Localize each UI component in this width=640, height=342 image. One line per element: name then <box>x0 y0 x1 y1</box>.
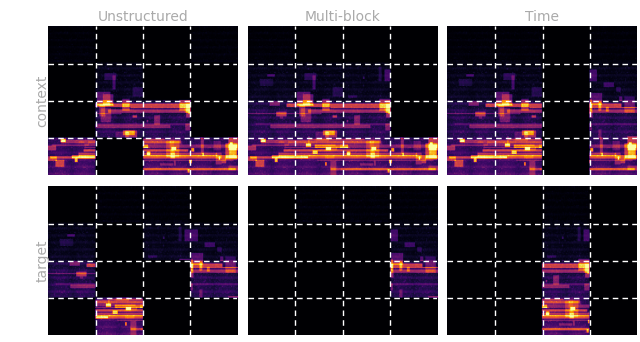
Title: Unstructured: Unstructured <box>97 11 188 25</box>
Y-axis label: target: target <box>35 239 49 282</box>
Title: Multi-block: Multi-block <box>305 11 380 25</box>
Title: Time: Time <box>525 11 559 25</box>
Y-axis label: context: context <box>35 74 49 127</box>
